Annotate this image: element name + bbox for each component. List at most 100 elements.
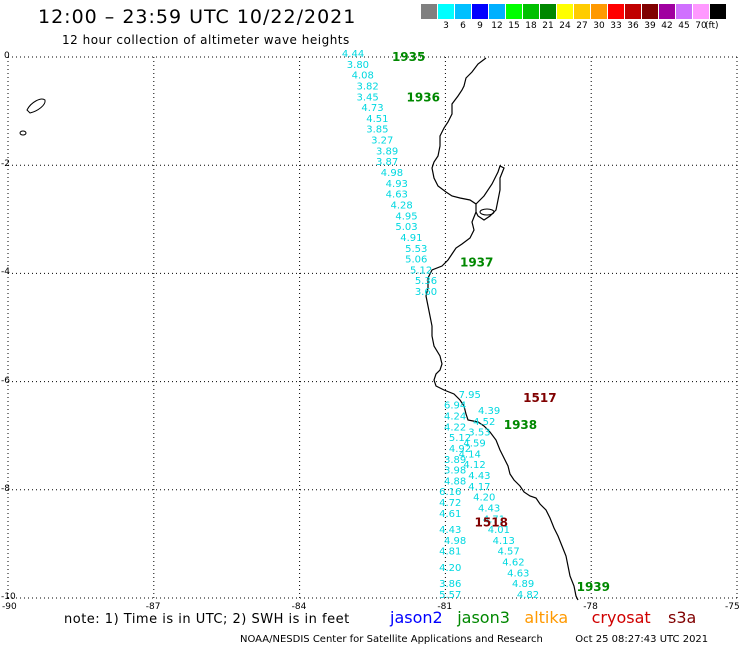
pass-number-label: 1938 bbox=[504, 418, 537, 432]
scale-swatch bbox=[557, 4, 573, 19]
longitude-label: -75 bbox=[725, 602, 740, 612]
wave-height-value: 4.43 bbox=[478, 503, 500, 514]
wave-height-value: 4.20 bbox=[439, 563, 461, 574]
scale-label: 3 bbox=[443, 21, 449, 31]
scale-label: 6 bbox=[460, 21, 466, 31]
satellite-legend-item: jason3 bbox=[457, 608, 510, 627]
scale-unit: (ft) bbox=[705, 21, 719, 31]
scale-swatch bbox=[625, 4, 641, 19]
pass-number-label: 1939 bbox=[577, 580, 610, 594]
galapagos-islet-shape bbox=[19, 130, 27, 136]
scale-label: 42 bbox=[661, 21, 673, 31]
wave-height-value: 4.63 bbox=[507, 568, 529, 579]
latitude-label: -8 bbox=[1, 483, 10, 494]
latitude-label: -10 bbox=[1, 592, 16, 602]
scale-swatch bbox=[489, 4, 505, 19]
track-1517: 7.956.944.244.225.124.923.893.984.886.16… bbox=[439, 390, 481, 601]
wave-height-value: 4.24 bbox=[444, 411, 466, 422]
wave-height-value: 4.28 bbox=[391, 200, 413, 211]
scale-label: 70 bbox=[695, 21, 707, 31]
wave-height-value: 3.86 bbox=[439, 579, 461, 590]
satellite-legend-item: jason2 bbox=[390, 608, 443, 627]
scale-label: 15 bbox=[508, 21, 520, 31]
scale-swatch bbox=[659, 4, 675, 19]
wave-height-value: 4.52 bbox=[473, 417, 495, 428]
satellite-legend-item: s3a bbox=[668, 608, 697, 627]
scale-swatch bbox=[455, 4, 471, 19]
wave-height-value: 4.63 bbox=[386, 190, 408, 201]
scale-swatch bbox=[710, 4, 726, 19]
wave-height-value: 4.12 bbox=[463, 460, 485, 471]
scale-label: 45 bbox=[678, 21, 690, 31]
footer-note: note: 1) Time is in UTC; 2) SWH is in fe… bbox=[64, 612, 350, 627]
coastline bbox=[19, 57, 579, 601]
wave-height-value: 4.82 bbox=[517, 590, 539, 601]
wave-height-value: 5.12 bbox=[449, 433, 471, 444]
wave-height-value: 4.13 bbox=[493, 536, 515, 547]
wave-height-value: 4.71 bbox=[483, 514, 505, 525]
gulf-outline bbox=[475, 165, 505, 221]
wave-height-value: 3.98 bbox=[444, 466, 466, 477]
wave-height-value: 4.92 bbox=[449, 444, 471, 455]
coastline-path bbox=[425, 57, 579, 601]
map-title: 12:00 – 23:59 UTC 10/22/2021 bbox=[38, 6, 357, 28]
wave-height-value: 4.17 bbox=[468, 482, 490, 493]
pass-number-label: 1936 bbox=[407, 91, 440, 105]
wave-height-value: 4.91 bbox=[400, 233, 422, 244]
galapagos-island-shape bbox=[26, 98, 46, 114]
scale-swatch bbox=[608, 4, 624, 19]
scale-label: 12 bbox=[491, 21, 503, 31]
generated-timestamp: Oct 25 08:27:43 UTC 2021 bbox=[575, 634, 709, 645]
wave-height-value: 4.72 bbox=[439, 498, 461, 509]
wave-height-value: 5.03 bbox=[395, 222, 417, 233]
wave-height-value: 3.87 bbox=[376, 157, 398, 168]
wave-height-value: 3.80 bbox=[347, 60, 369, 71]
wave-height-value: 5.53 bbox=[405, 244, 427, 255]
wave-height-value: 4.57 bbox=[497, 547, 519, 558]
scale-label: 33 bbox=[610, 21, 622, 31]
scale-swatch bbox=[642, 4, 658, 19]
wave-height-value: 4.89 bbox=[512, 579, 534, 590]
island-shape bbox=[479, 208, 495, 216]
credit-line: NOAA/NESDIS Center for Satellite Applica… bbox=[240, 634, 708, 645]
wave-height-value: 3.45 bbox=[357, 92, 379, 103]
satellite-legend-item: cryosat bbox=[591, 608, 651, 627]
wave-height-value: 4.98 bbox=[444, 536, 466, 547]
wave-height-value: 6.94 bbox=[444, 401, 466, 412]
scale-swatch bbox=[591, 4, 607, 19]
scale-swatch bbox=[523, 4, 539, 19]
wave-height-value: 4.59 bbox=[463, 439, 485, 450]
lat-lon-grid bbox=[7, 56, 738, 599]
wave-height-value: 4.22 bbox=[444, 422, 466, 433]
wave-height-value: 3.82 bbox=[357, 81, 379, 92]
wave-height-value: 4.61 bbox=[439, 509, 461, 520]
pass-number-label: 1518 bbox=[475, 515, 508, 529]
wave-height-value: 4.39 bbox=[478, 406, 500, 417]
longitude-label: -81 bbox=[437, 602, 453, 612]
track-1938: 4.394.523.534.594.144.124.434.174.204.43… bbox=[459, 406, 540, 601]
scale-label: 9 bbox=[477, 21, 483, 31]
scale-label: 18 bbox=[525, 21, 537, 31]
wave-height-value: 4.01 bbox=[488, 525, 510, 536]
latitude-label: -4 bbox=[1, 267, 10, 278]
pass-number-label: 1937 bbox=[460, 256, 493, 270]
wave-height-value: 3.85 bbox=[366, 125, 388, 136]
wave-height-value: 3.53 bbox=[468, 428, 490, 439]
wave-height-value: 5.36 bbox=[415, 276, 437, 287]
wave-height-value: 4.93 bbox=[386, 179, 408, 190]
wave-height-value: 4.14 bbox=[459, 449, 481, 460]
wave-height-value: 4.98 bbox=[381, 168, 403, 179]
wave-height-value: 3.89 bbox=[376, 146, 398, 157]
scale-label: 30 bbox=[593, 21, 605, 31]
satellite-legend-item: altika bbox=[524, 608, 569, 627]
latitude-label: -2 bbox=[1, 159, 10, 170]
scale-swatch bbox=[421, 4, 437, 19]
wave-height-value: 7.95 bbox=[459, 390, 481, 401]
wave-height-value: 5.06 bbox=[405, 255, 427, 266]
longitude-label: -84 bbox=[291, 602, 307, 612]
wave-height-value: 4.43 bbox=[439, 525, 461, 536]
wave-height-value: 5.12 bbox=[410, 265, 432, 276]
scale-swatch bbox=[676, 4, 692, 19]
wave-height-value: 4.95 bbox=[395, 211, 417, 222]
satellite-tracks: 4.443.804.083.823.454.734.513.853.273.89… bbox=[342, 49, 539, 601]
